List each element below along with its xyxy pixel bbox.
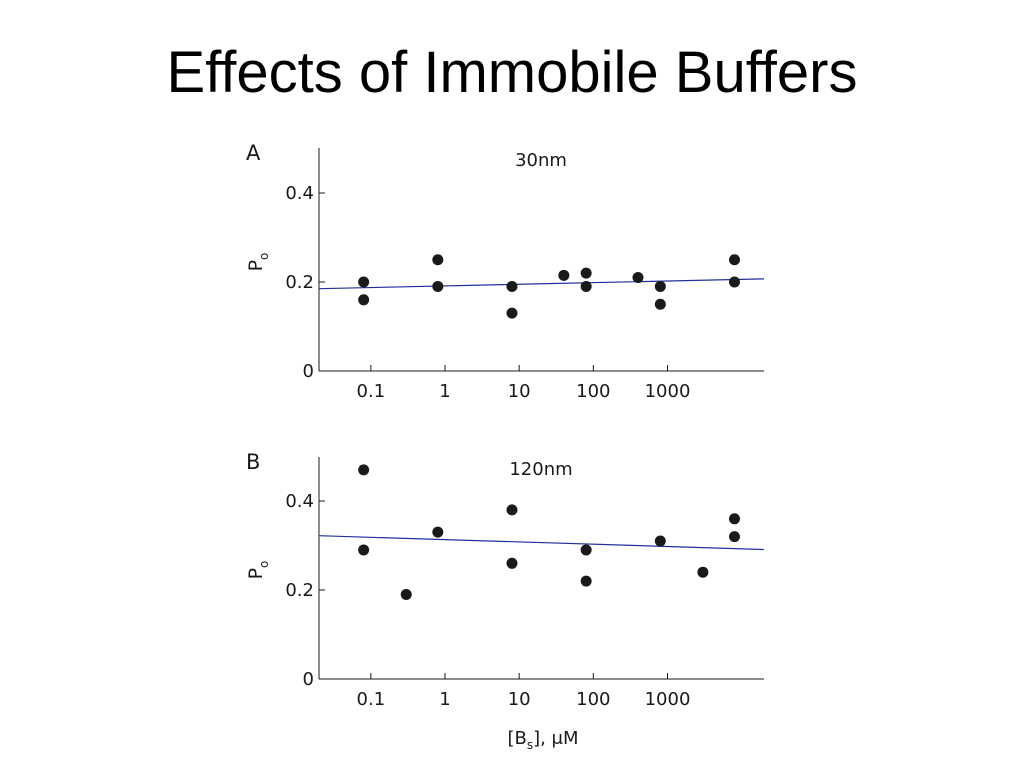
panel-a-data-point [432,280,444,292]
panel-b-data-point [728,531,740,543]
x-axis-label-sub: s [527,738,533,752]
panel-b-data-point [358,544,370,556]
panel-b-data-point [654,535,666,547]
panel-b-y-tick-label: 0.2 [285,580,314,601]
panel-b-fit-line [318,535,765,551]
panel-a-data-point [506,280,518,292]
panel-a-data-point [580,280,592,292]
panel-b-x-tick-label: 0.1 [357,689,386,710]
panel-b-x-tick-label: 1 [439,689,450,710]
panel-a-data-point [728,276,740,288]
panel-b-x-tick-label: 100 [576,689,610,710]
panel-a-title: 30nm [515,150,567,171]
panel-a-data-point [580,267,592,279]
panel-a-y-tick-label: 0.4 [285,183,314,204]
panel-b-y-tick-label: 0.4 [285,491,314,512]
x-axis-label-rest: ], μM [533,728,578,749]
panel-b-data-point [580,575,592,587]
x-axis-label: [Bs], μM [507,728,578,752]
panel-a-data-point [506,307,518,319]
panel-b-y-axis-label: Po [245,561,271,580]
panel-b-data-point [506,557,518,569]
panel-b-x-tick-label: 10 [508,689,531,710]
panel-a-x-tick-label: 1 [439,381,450,402]
panel-b-data-point [580,544,592,556]
panel-a-data-point [728,254,740,266]
panel-a-y-axis-label-main: P [245,260,267,271]
panel-b-y-axis-label-main: P [245,568,267,579]
panel-a-x-tick-label: 10 [508,381,531,402]
slide-title: Effects of Immobile Buffers [166,40,858,105]
panel-a-data-point [654,280,666,292]
panel-b-x-tick-label: 1000 [645,689,691,710]
panel-b-title: 120nm [509,459,572,480]
panel-b-data-point [432,526,444,538]
panel-a-y-axis-label-sub: o [257,253,271,260]
panel-a-data-point [654,298,666,310]
panel-a-y-tick-label: 0 [303,361,314,382]
panel-a-x-tick-label: 1000 [645,381,691,402]
panel-b-data-point [358,464,370,476]
panel-b-data-point [400,588,412,600]
x-axis-label-main: [B [507,728,526,749]
panel-a-x-tick-label: 0.1 [357,381,386,402]
panel-a-data-point [632,272,644,284]
panel-b-letter: B [246,450,260,474]
panel-b-data-point [506,504,518,516]
panel-b-y-axis-label-sub: o [257,561,271,568]
panel-a-x-tick-label: 100 [576,381,610,402]
panel-a-letter: A [246,141,261,165]
panel-a: 0 0.2 0.4 0.1 1 10 100 1000 A 30nm Po [245,141,765,402]
panel-b-data-point [697,566,709,578]
panel-a-fit-line [318,278,765,290]
panel-a-y-tick-label: 0.2 [285,272,314,293]
panel-a-y-axis-label: Po [245,253,271,272]
panel-a-data-point [432,254,444,266]
panel-b-data-point [728,513,740,525]
panel-a-data-point [358,276,370,288]
panel-a-data-point [558,269,570,281]
panel-a-data-point [358,294,370,306]
panel-b-y-tick-label: 0 [303,669,314,690]
panel-b: 0 0.2 0.4 0.1 1 10 100 1000 B 120nm Po [245,450,765,710]
